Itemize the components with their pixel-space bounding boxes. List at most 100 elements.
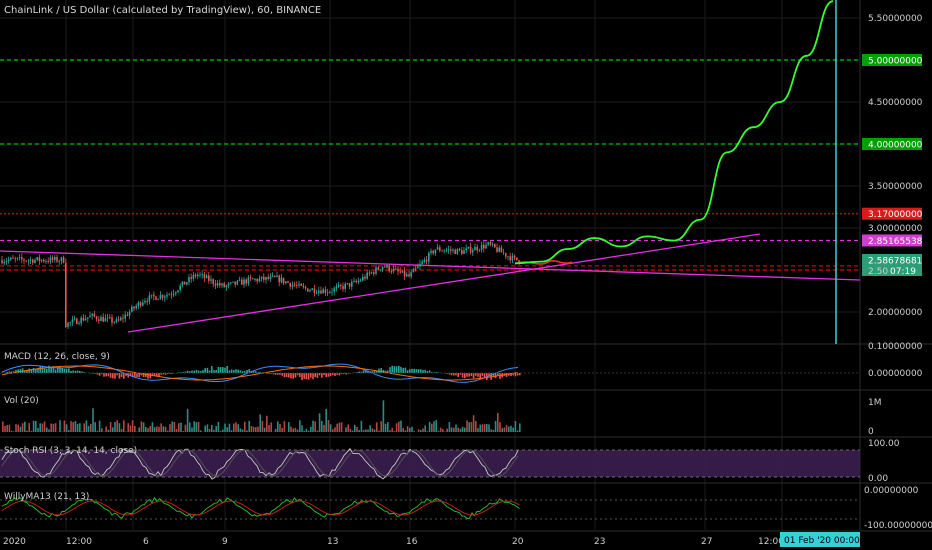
last-price-label: 2.58678681	[868, 257, 922, 267]
macd-histogram-bar	[230, 369, 233, 373]
vol-axis-zero: 0	[868, 427, 874, 437]
candle-body	[458, 248, 461, 251]
candle-body	[166, 294, 168, 297]
candle-body	[395, 268, 397, 270]
candle-body	[106, 317, 109, 319]
macd-histogram-bar	[266, 373, 268, 374]
candle-body	[377, 267, 379, 270]
volume-bar	[79, 423, 81, 432]
candle-body	[126, 314, 129, 316]
price-pane[interactable]	[0, 0, 932, 530]
macd-histogram-bar	[222, 367, 224, 373]
macd-histogram-bar	[483, 373, 486, 379]
candle-body	[373, 272, 375, 274]
macd-pane[interactable]	[0, 363, 860, 383]
candle-body	[98, 319, 100, 321]
candle-body	[432, 250, 434, 254]
volume-bar	[323, 424, 325, 432]
volume-bar	[446, 428, 448, 432]
macd-histogram-bar	[494, 373, 497, 379]
price-tick-label: 5.50000000	[868, 14, 923, 24]
candle-body	[410, 272, 412, 277]
candle-body	[128, 311, 131, 316]
volume-bar	[442, 429, 444, 432]
volume-bar	[301, 425, 303, 432]
volume-bar	[398, 421, 400, 432]
candle-body	[29, 259, 32, 261]
candle-body	[452, 249, 454, 251]
candle-body	[309, 290, 311, 292]
axes: 5.50000000 5.00000000 4.50000000 4.00000000…	[0, 14, 932, 547]
volume-bar	[444, 431, 446, 432]
macd-histogram-bar	[415, 369, 418, 373]
macd-histogram-bar	[37, 367, 39, 373]
candle-body	[417, 266, 419, 269]
volume-bar	[290, 426, 292, 432]
volume-bar	[369, 425, 371, 432]
volume-bar	[450, 427, 453, 432]
macd-histogram-bar	[455, 373, 457, 376]
macd-histogram-bar	[147, 373, 149, 379]
candle-body	[507, 256, 509, 258]
candle-body	[201, 274, 203, 275]
macd-histogram-bar	[510, 373, 512, 376]
volume-bar	[13, 431, 15, 432]
candle-body	[359, 280, 362, 282]
candle-body	[258, 278, 261, 282]
candle-body	[155, 296, 157, 300]
volume-pane[interactable]	[2, 400, 521, 432]
macd-histogram-bar	[72, 370, 74, 373]
price-tick-label: 3.50000000	[868, 182, 923, 192]
candle-body	[502, 252, 505, 254]
volume-bar	[186, 408, 189, 432]
macd-histogram-bar	[184, 371, 187, 373]
level-label: 2.85165538	[868, 237, 923, 247]
volume-bar	[400, 420, 402, 432]
volume-bar	[268, 425, 270, 432]
macd-histogram-bar	[479, 373, 481, 379]
candle-body	[269, 276, 272, 279]
candle-body	[322, 289, 324, 294]
candle-body	[183, 281, 186, 285]
macd-histogram-bar	[193, 370, 195, 373]
candle-body	[3, 261, 5, 264]
candle-body	[333, 288, 335, 292]
macd-histogram-bar	[151, 373, 154, 376]
candle-body	[456, 248, 459, 254]
volume-bar	[494, 421, 497, 432]
volume-bar	[30, 430, 33, 432]
volume-bar	[109, 421, 112, 432]
level-label-bg	[862, 138, 922, 150]
macd-histogram-bar	[310, 373, 312, 378]
candle-body	[135, 305, 137, 309]
volume-bar	[24, 421, 26, 432]
volume-bar	[59, 420, 61, 432]
stoch-rsi-pane[interactable]	[0, 447, 860, 480]
macd-histogram-bar	[283, 373, 286, 378]
volume-bar	[492, 429, 495, 432]
volume-bar	[303, 431, 305, 432]
willy-pane[interactable]	[0, 496, 860, 520]
macd-histogram-bar	[103, 373, 105, 377]
macd-histogram-bar	[321, 373, 323, 378]
volume-bar	[378, 430, 380, 432]
volume-bar	[98, 420, 101, 432]
volume-bar	[519, 423, 521, 432]
volume-bar	[501, 428, 503, 432]
macd-histogram-bar	[101, 373, 103, 375]
volume-bar	[439, 427, 442, 432]
volume-bar	[360, 420, 363, 432]
candle-body	[447, 249, 450, 251]
volume-bar	[17, 424, 19, 432]
volume-bar	[477, 428, 479, 432]
volume-bar	[248, 420, 250, 432]
price-tick-label: 4.50000000	[868, 98, 923, 108]
candle-body	[412, 269, 415, 273]
macd-histogram-bar	[105, 373, 107, 377]
volume-bar	[215, 426, 217, 432]
candle-body	[401, 270, 404, 273]
macd-histogram-bar	[492, 373, 495, 377]
candle-body	[425, 259, 428, 262]
macd-histogram-bar	[395, 366, 398, 373]
